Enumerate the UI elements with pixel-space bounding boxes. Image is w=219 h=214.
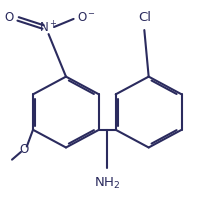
Text: O: O [5,11,14,24]
Text: O: O [19,143,28,156]
Text: NH$_2$: NH$_2$ [94,176,120,191]
Text: Cl: Cl [138,11,151,24]
Text: N$^+$: N$^+$ [39,20,58,36]
Text: O$^-$: O$^-$ [77,11,96,24]
